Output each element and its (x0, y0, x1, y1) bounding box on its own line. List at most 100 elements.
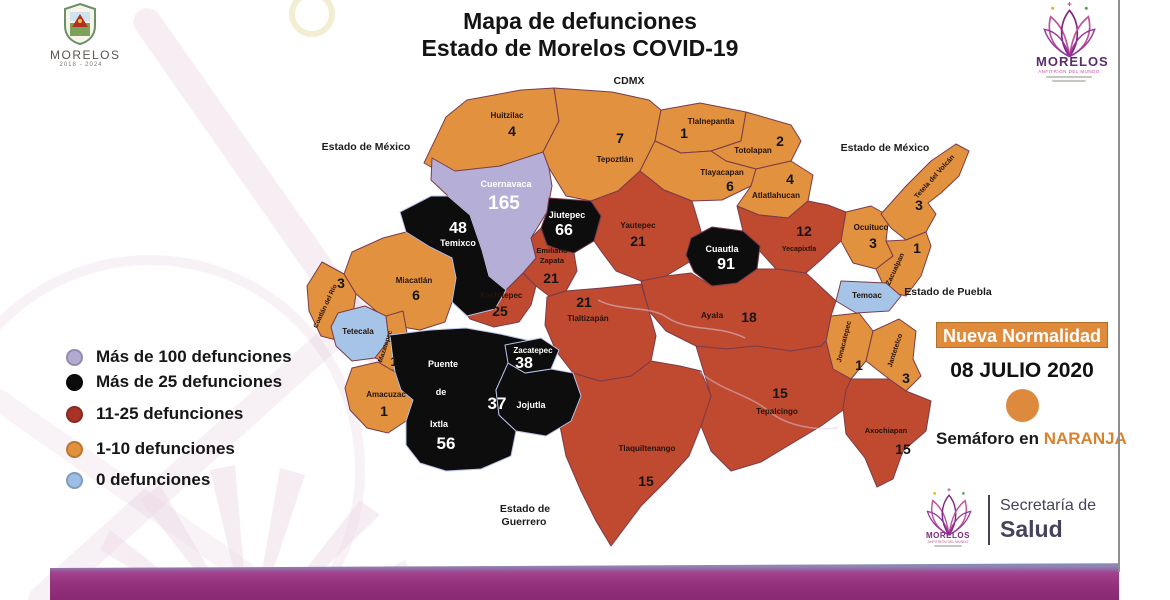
morelos-brand-logo: MORELOS ANFITRIÓN DEL MUNDO (1036, 2, 1109, 82)
municipality-tlayacapan-value: 6 (726, 178, 734, 194)
municipality-yautepec-value: 21 (630, 233, 646, 249)
municipality-xochitepec-value: 25 (492, 303, 508, 319)
municipality-miacatlan-value: 6 (412, 287, 420, 303)
legend-swatch-red (66, 405, 83, 423)
footer-morelos-tagline: ANFITRIÓN DEL MUNDO (927, 540, 969, 544)
municipality-temixco-label: Temixco (440, 238, 476, 248)
municipality-amacuzac-value: 1 (380, 403, 388, 419)
legend-item-1-10: 1-10 defunciones (66, 438, 292, 460)
municipality-cuautla-label: Cuautla (705, 244, 739, 254)
footer-morelos-wordmark: MORELOS (926, 531, 970, 540)
river-line (597, 299, 746, 339)
municipality-ayala-label: Ayala (701, 310, 724, 320)
municipality-yautepec-region (590, 170, 702, 282)
legend-swatch-blue (66, 471, 83, 489)
municipality-temoac-label: Temoac (852, 291, 882, 300)
municipality-emiliano-zapata-label-2: Zapata (540, 256, 565, 265)
municipality-jantetelco-region (865, 318, 922, 392)
municipality-jantetelco-value: 3 (902, 370, 910, 386)
municipality-jojutla-label: Jojutla (516, 400, 546, 410)
guerrero-label-1: Estado de (500, 503, 550, 515)
municipality-jonacatepec-value: 1 (855, 357, 863, 373)
municipality-tepoztlan-label: Tepoztlán (597, 155, 634, 164)
panel-date: 08 JULIO 2020 (950, 359, 1094, 382)
municipality-axochiapan-value: 15 (895, 441, 911, 457)
legend-item-11-25: 11-25 defunciones (66, 403, 292, 425)
municipality-yecapixtla-value: 12 (796, 223, 812, 239)
state-logo-years: 2018 - 2024 (59, 62, 103, 68)
guerrero-label-2: Guerrero (502, 516, 547, 528)
municipality-emiliano-zapata-value: 21 (543, 270, 559, 286)
legend-item-25plus: Más de 25 defunciones (66, 371, 292, 393)
municipality-zacatepec-region (504, 337, 560, 374)
municipality-zacualpan-value: 1 (913, 240, 921, 256)
municipality-axochiapan-label: Axochiapan (865, 426, 908, 435)
edomex-west-label: Estado de México (322, 141, 411, 153)
morelos-tagline: ANFITRIÓN DEL MUNDO (1038, 69, 1100, 74)
fine-print-line (1046, 76, 1092, 78)
municipality-puente-de-ixtla-label-2: de (436, 387, 447, 397)
municipality-tetecala-label: Tetecala (342, 327, 374, 336)
legend-label: Más de 100 defunciones (96, 347, 292, 366)
morelos-wordmark: MORELOS (1036, 54, 1109, 69)
municipality-tlaquiltenango-value: 15 (638, 473, 654, 489)
title-line-2: Estado de Morelos COVID-19 (421, 35, 739, 61)
municipality-tepalcingo-label: Tepalcingo (756, 407, 798, 416)
municipality-jojutla-value: 37 (488, 394, 507, 413)
municipality-tlaltizapan-value: 21 (576, 294, 592, 310)
org-line-2: Salud (1000, 516, 1063, 542)
legend-label: 11-25 defunciones (96, 404, 244, 423)
puebla-label: Estado de Puebla (904, 286, 992, 298)
municipality-jiutepec-value: 66 (555, 222, 573, 239)
municipality-totolapan-value: 2 (776, 133, 784, 149)
municipality-temixco-value: 48 (449, 220, 467, 237)
municipality-coatlan-del-rio-value: 3 (337, 275, 345, 291)
legend-item-100plus: Más de 100 defunciones (66, 346, 292, 368)
municipality-ocuituco-label: Ocuituco (854, 223, 889, 232)
municipality-tepoztlan-value: 7 (616, 130, 624, 146)
secretaria-salud-logo: MORELOS ANFITRIÓN DEL MUNDO Secretaría d… (916, 487, 1096, 547)
legend-label: Más de 25 defunciones (96, 372, 283, 391)
municipality-yecapixtla-label: Yecapixtla (782, 246, 816, 253)
legend-label: 0 defunciones (96, 470, 211, 489)
municipality-tlaltizapan-region (544, 283, 657, 382)
municipality-cuautla-region (685, 226, 761, 287)
municipality-regions (306, 87, 970, 547)
municipality-huitzilac-label: Huitzilac (491, 111, 524, 120)
legend-label: 1-10 defunciones (96, 439, 235, 458)
municipality-tlaquiltenango-label: Tlaquiltenango (619, 444, 676, 453)
municipality-ocuituco-value: 3 (869, 235, 877, 251)
footer-divider (988, 495, 990, 545)
municipality-huitzilac-value: 4 (508, 123, 516, 139)
fine-print-line (1052, 80, 1086, 82)
bottom-magenta-band (50, 563, 1119, 600)
municipality-puente-de-ixtla-label-3: Ixtla (430, 419, 449, 429)
river-line (699, 371, 839, 430)
municipality-tepalcingo-region (695, 340, 852, 472)
semaforo-orange-circle-icon (1005, 389, 1039, 422)
legend-item-0: 0 defunciones (66, 469, 292, 491)
right-border-line (1118, 0, 1120, 572)
municipality-cuernavaca-value: 165 (488, 193, 520, 214)
state-shield-icon (64, 2, 96, 46)
municipality-temixco-region (399, 195, 507, 317)
municipality-axochiapan-region (842, 378, 932, 488)
municipality-cuautla-value: 91 (717, 256, 735, 273)
municipality-atlatlahucan-label: Atlatlahucan (752, 191, 800, 200)
municipality-ayala-value: 18 (741, 309, 757, 325)
municipality-tepalcingo-value: 15 (772, 385, 788, 401)
municipality-tlalnepantla-label: Tlalnepantla (688, 117, 735, 126)
municipality-zacatepec-value: 38 (515, 355, 533, 372)
nueva-normalidad-banner: Nueva Normalidad (936, 322, 1108, 348)
edomex-east-label: Estado de México (841, 142, 930, 154)
legend-swatch-orange (66, 440, 83, 458)
state-government-logo: MORELOS 2018 - 2024 (50, 2, 119, 68)
title-line-1: Mapa de defunciones (463, 8, 697, 34)
fine-print-line (934, 545, 962, 547)
municipality-mazatepec-value: 1 (390, 354, 397, 369)
state-labels: CDMX Estado de México Estado de México E… (322, 75, 992, 528)
municipality-jiutepec-region (540, 197, 602, 254)
semaforo-status: Semáforo en NARANJA (936, 429, 1127, 449)
semaforo-prefix: Semáforo en (936, 429, 1039, 448)
